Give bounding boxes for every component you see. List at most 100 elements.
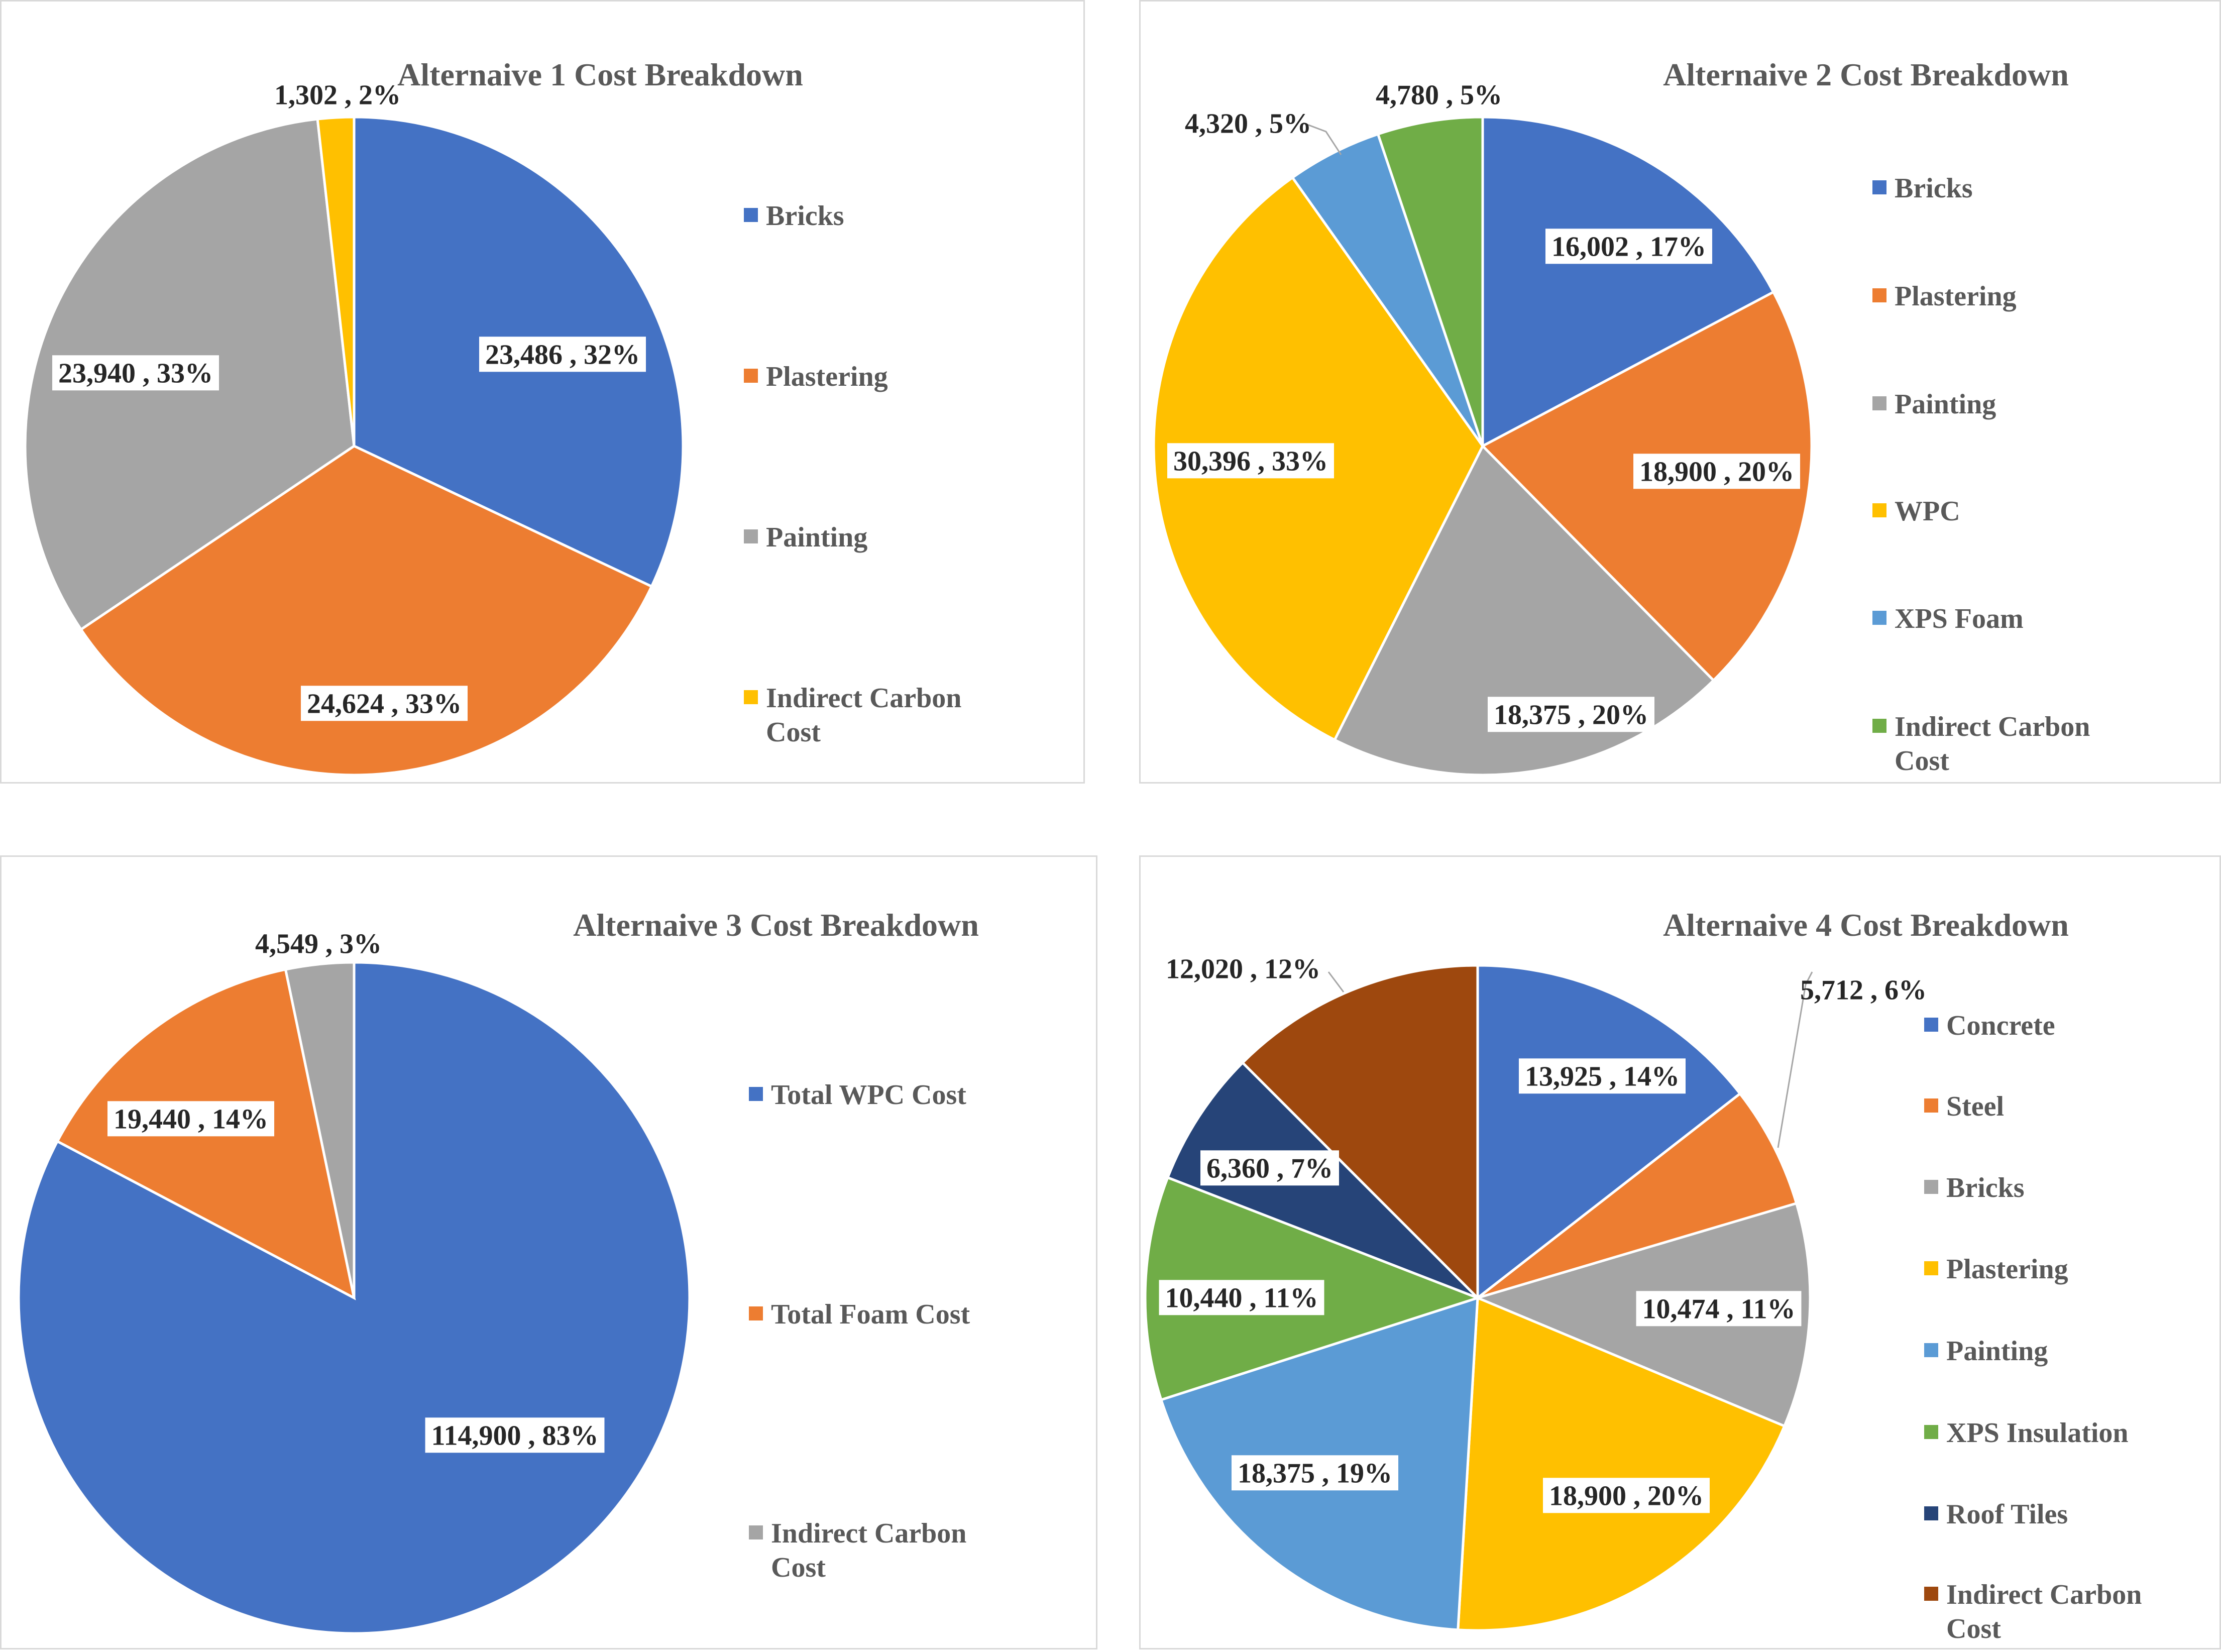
- legend-swatch: [749, 1306, 763, 1320]
- leader-line: [1327, 971, 1345, 993]
- legend-item-plastering[interactable]: Plastering: [1924, 1254, 2068, 1285]
- data-label-box: [1543, 1478, 1710, 1513]
- legend-label: Roof Tiles: [1946, 1499, 2068, 1530]
- legend-item-concrete[interactable]: Concrete: [1924, 1010, 2055, 1041]
- legend-label: Painting: [1946, 1336, 2048, 1367]
- legend-swatch: [1872, 396, 1886, 410]
- legend-item-total-foam-cost[interactable]: Total Foam Cost: [749, 1299, 970, 1330]
- data-label: 23,486 , 32%: [485, 340, 640, 371]
- pie-chart-3: Alternaive 3 Cost Breakdown 114,900 , 83%…: [0, 855, 1097, 1649]
- pie-slice-concrete[interactable]: [1476, 964, 1742, 1301]
- legend-label: Total Foam Cost: [771, 1299, 970, 1330]
- legend-label: Cost: [1895, 745, 1949, 777]
- data-label: 18,375 , 20%: [1494, 700, 1648, 731]
- legend-item-painting[interactable]: Painting: [1872, 389, 1996, 420]
- legend-label: Indirect Carbon: [766, 683, 961, 714]
- pie-slice-indirect-carbon-cost[interactable]: [1376, 116, 1484, 447]
- legend-label: Indirect Carbon: [1895, 711, 2090, 742]
- legend-swatch: [1872, 503, 1886, 517]
- legend-label: Indirect Carbon: [1946, 1579, 2142, 1610]
- data-label: 4,320 , 5%: [1185, 108, 1311, 140]
- chart-title: Alternaive 1 Cost Breakdown: [397, 57, 803, 92]
- data-label-box: [301, 686, 468, 721]
- data-label: 23,940 , 33%: [58, 358, 213, 389]
- pie-slice-indirect-carbon-cost[interactable]: [316, 116, 356, 447]
- data-label: 24,624 , 33%: [307, 689, 462, 720]
- data-label: 6,360 , 7%: [1206, 1153, 1333, 1184]
- legend-swatch: [744, 369, 758, 383]
- data-label: 12,020 , 12%: [1166, 954, 1320, 985]
- legend-label: Bricks: [1946, 1172, 2025, 1203]
- legend-label: XPS Insulation: [1946, 1417, 2129, 1449]
- legend-item-xps-insulation[interactable]: XPS Insulation: [1924, 1417, 2129, 1449]
- data-label: 114,900 , 83%: [431, 1420, 599, 1452]
- legend-item-bricks[interactable]: Bricks: [1872, 173, 1973, 204]
- legend-label: Indirect Carbon: [771, 1518, 966, 1549]
- legend-swatch: [1924, 1506, 1938, 1520]
- legend-item-bricks[interactable]: Bricks: [1924, 1172, 2025, 1203]
- legend-label: WPC: [1895, 496, 1960, 527]
- legend-swatch: [1924, 1261, 1938, 1275]
- legend-item-wpc[interactable]: WPC: [1872, 496, 1960, 527]
- data-label-box: [1200, 1150, 1339, 1186]
- pie-slice-indirect-carbon-cost[interactable]: [284, 961, 356, 1298]
- chart-title: Alternaive 2 Cost Breakdown: [1663, 57, 2069, 92]
- pie-slice-bricks[interactable]: [1481, 116, 1775, 449]
- legend-item-painting[interactable]: Painting: [1924, 1336, 2048, 1367]
- legend-swatch: [1924, 1180, 1938, 1194]
- legend-item-plastering[interactable]: Plastering: [1872, 281, 2017, 312]
- data-label-box: [1636, 1291, 1802, 1327]
- data-label: 18,900 , 20%: [1549, 1481, 1704, 1512]
- data-label: 13,925 , 14%: [1525, 1061, 1680, 1092]
- data-label-box: [1488, 697, 1654, 732]
- legend-swatch: [1924, 1343, 1938, 1357]
- pie-slice-steel[interactable]: [1477, 1091, 1798, 1299]
- legend-swatch: [1872, 719, 1886, 733]
- legend-label: Bricks: [1895, 173, 1973, 204]
- data-label-box: [1519, 1058, 1686, 1094]
- legend-item-painting[interactable]: Painting: [744, 522, 867, 553]
- legend-item-roof-tiles[interactable]: Roof Tiles: [1924, 1499, 2068, 1530]
- legend-swatch: [1924, 1098, 1938, 1113]
- data-label: 4,780 , 5%: [1376, 80, 1502, 111]
- data-label-box: [1545, 229, 1712, 264]
- pie-slice-indirect-carbon-cost[interactable]: [1241, 964, 1479, 1301]
- data-label: 5,712 , 6%: [1800, 975, 1927, 1006]
- legend-item-total-wpc-cost[interactable]: Total WPC Cost: [749, 1079, 966, 1111]
- data-label-box: [1633, 454, 1800, 489]
- leader-line: [1777, 971, 1813, 1148]
- data-label: 18,900 , 20%: [1639, 457, 1794, 488]
- pie-slice-xps-foam[interactable]: [1290, 132, 1484, 447]
- legend-swatch: [749, 1525, 763, 1539]
- pie-chart-2: Alternaive 2 Cost Breakdown 16,002 , 17% 1…: [1139, 0, 2221, 784]
- pie-slice-painting[interactable]: [1332, 444, 1716, 777]
- legend-item-xps-foam[interactable]: XPS Foam: [1872, 603, 2024, 634]
- pie-slice-plastering[interactable]: [79, 445, 653, 777]
- legend-label: Plastering: [766, 361, 888, 392]
- pie-chart-4: Alternaive 4 Cost Breakdown 13,925 , 14% 5…: [1139, 855, 2221, 1649]
- legend-swatch: [1924, 1018, 1938, 1032]
- legend-swatch: [1924, 1425, 1938, 1439]
- pie-chart-1: Alternaive 1 Cost Breakdown 23,486 , 32% 2…: [0, 0, 1085, 784]
- pie-slice-plastering[interactable]: [1457, 1296, 1787, 1632]
- leader-line: [1303, 122, 1342, 155]
- legend-label: Painting: [766, 522, 867, 553]
- legend-swatch: [1872, 288, 1886, 302]
- chart-title: Alternaive 3 Cost Breakdown: [573, 907, 979, 943]
- data-label: 16,002 , 17%: [1551, 232, 1706, 263]
- legend-swatch: [1872, 611, 1886, 625]
- legend-item-bricks[interactable]: Bricks: [744, 200, 844, 232]
- legend-label: Cost: [766, 717, 821, 748]
- legend-item-plastering[interactable]: Plastering: [744, 361, 888, 392]
- legend-swatch: [1872, 180, 1886, 194]
- legend-label: Bricks: [766, 200, 844, 232]
- legend-item-steel[interactable]: Steel: [1924, 1091, 2004, 1122]
- legend-label: XPS Foam: [1895, 603, 2024, 634]
- data-label: 1,302 , 2%: [274, 80, 401, 111]
